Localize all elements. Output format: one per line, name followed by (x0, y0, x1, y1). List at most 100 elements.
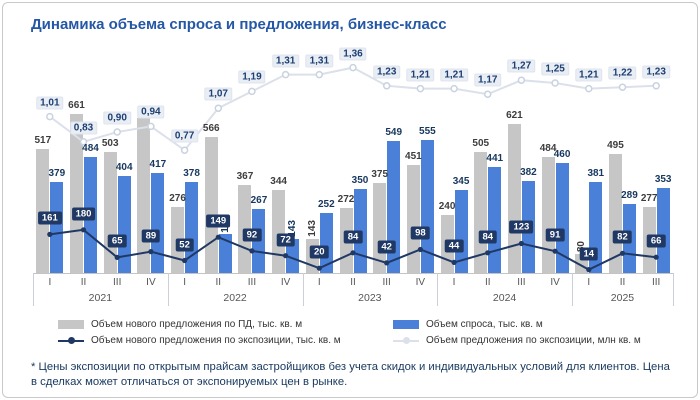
bar-value-label: 505 (472, 137, 490, 149)
dark-line-value-badge: 20 (310, 245, 329, 259)
bar-value-label: 484 (82, 142, 99, 154)
bar-value-label: 661 (68, 100, 85, 112)
light-line-value-badge: 1,19 (238, 70, 266, 84)
light-line-point (248, 87, 256, 96)
bar-value-label: 277 (640, 192, 658, 204)
dark-line-value-badge: 65 (107, 234, 127, 248)
demand-bar (555, 162, 569, 273)
bar-value-label: 353 (654, 174, 672, 186)
gray-bar (70, 114, 84, 273)
bar-value-label: 495 (607, 140, 624, 152)
dark-line-value-badge: 44 (444, 239, 464, 253)
light-line-value-badge: 1,01 (36, 96, 64, 110)
bar-value-label: 460 (553, 148, 571, 160)
bar-value-label: 503 (101, 138, 119, 150)
light-line-point (585, 84, 593, 93)
year-label: 2022 (223, 292, 247, 304)
year-label: 2023 (358, 292, 382, 304)
legend-label-supply-exposition: Объем предложения по экспозиции, млн кв.… (426, 335, 641, 346)
bar-value-label: 417 (149, 158, 167, 170)
light-line-point (652, 82, 660, 90)
light-line-value-badge: 1,07 (204, 87, 232, 101)
quarter-label: III (517, 277, 526, 288)
year-label: 2025 (610, 292, 635, 304)
dark-line-dot-icon (68, 337, 75, 344)
light-line-value-badge: 1,36 (339, 47, 367, 61)
light-line-value-badge: 0,90 (103, 111, 131, 125)
quarter-label: IV (280, 277, 291, 288)
year-separator (302, 273, 304, 306)
x-axis-line (33, 273, 673, 274)
dark-line-swatch-icon (58, 337, 84, 344)
demand-bar (319, 212, 333, 273)
gray-bar (137, 118, 151, 273)
bar-value-label: 404 (115, 162, 133, 174)
demand-bar (488, 167, 502, 273)
light-line-point (281, 70, 290, 79)
quarter-label: I (452, 277, 456, 288)
bar-value-label: 484 (539, 142, 557, 154)
legend: Объем нового предложения по ПД, тыс. кв.… (58, 319, 689, 346)
light-line-value-badge: 1,23 (372, 65, 401, 79)
bar-value-label: 549 (385, 127, 403, 139)
gray-bar (406, 164, 420, 273)
light-line-point (517, 76, 526, 84)
quarter-label: I (317, 277, 321, 288)
bar-value-label: 345 (452, 176, 470, 188)
bar-value-label: 382 (520, 167, 537, 179)
light-line-dot-icon (403, 337, 410, 344)
dark-line-value-badge: 123 (509, 220, 534, 234)
demand-bar (117, 176, 131, 273)
legend-item-demand: Объем спроса, тыс. кв. м (393, 319, 689, 330)
gray-bar (541, 156, 555, 273)
light-line-point (551, 79, 559, 87)
light-line-swatch-icon (393, 337, 419, 344)
bar-value-label: 252 (317, 198, 335, 210)
demand-bar (151, 172, 165, 273)
dark-line-value-badge: 82 (613, 230, 632, 244)
gray-bar (272, 190, 286, 273)
legend-label-demand: Объем спроса, тыс. кв. м (426, 319, 543, 330)
bar-value-label: 367 (236, 170, 254, 182)
bar-value-label: 375 (371, 169, 389, 180)
demand-bar (50, 182, 64, 273)
dark-line-value-badge: 52 (175, 238, 194, 252)
quarter-label: I (183, 277, 186, 288)
bar-value-label: 272 (337, 193, 355, 205)
bar-value-label: 350 (351, 175, 369, 186)
quarter-label: IV (146, 277, 156, 288)
demand-bar (656, 188, 670, 273)
quarter-label: I (48, 277, 52, 288)
light-line-point (483, 90, 492, 98)
dark-line-value-badge: 180 (71, 207, 96, 221)
dark-line-value-badge: 89 (141, 229, 161, 243)
demand-bar (218, 234, 232, 273)
light-line-value-badge: 1,27 (507, 59, 536, 73)
light-line-value-badge: 1,25 (541, 62, 569, 76)
bar-value-label: 379 (48, 168, 66, 180)
light-line-point (416, 84, 425, 93)
quarter-label: III (651, 277, 661, 288)
quarter-label: II (80, 277, 87, 288)
dark-line-value-badge: 14 (579, 247, 599, 261)
legend-item-new-supply-exposition: Объем нового предложения по экспозиции, … (58, 335, 393, 346)
quarter-label: IV (415, 277, 426, 288)
gray-bar (36, 148, 50, 273)
dark-line-value-badge: 91 (545, 228, 565, 242)
year-separator (437, 273, 439, 306)
dark-line-value-badge: 84 (478, 230, 498, 244)
light-line-point (315, 70, 324, 79)
gray-bar (474, 151, 488, 273)
bar-value-label: 267 (250, 194, 268, 206)
bar-value-label: 517 (34, 134, 52, 146)
demand-bar (185, 182, 199, 273)
light-line-value-badge: 1,21 (575, 68, 603, 82)
light-line-point (450, 84, 458, 93)
light-line-value-badge: 1,17 (474, 73, 502, 87)
bar-value-label: 378 (183, 168, 200, 180)
demand-bar (420, 139, 434, 273)
light-line-value-badge: 1,23 (642, 65, 670, 79)
light-line-point (214, 104, 223, 112)
light-line-value-badge: 1,31 (271, 54, 300, 68)
